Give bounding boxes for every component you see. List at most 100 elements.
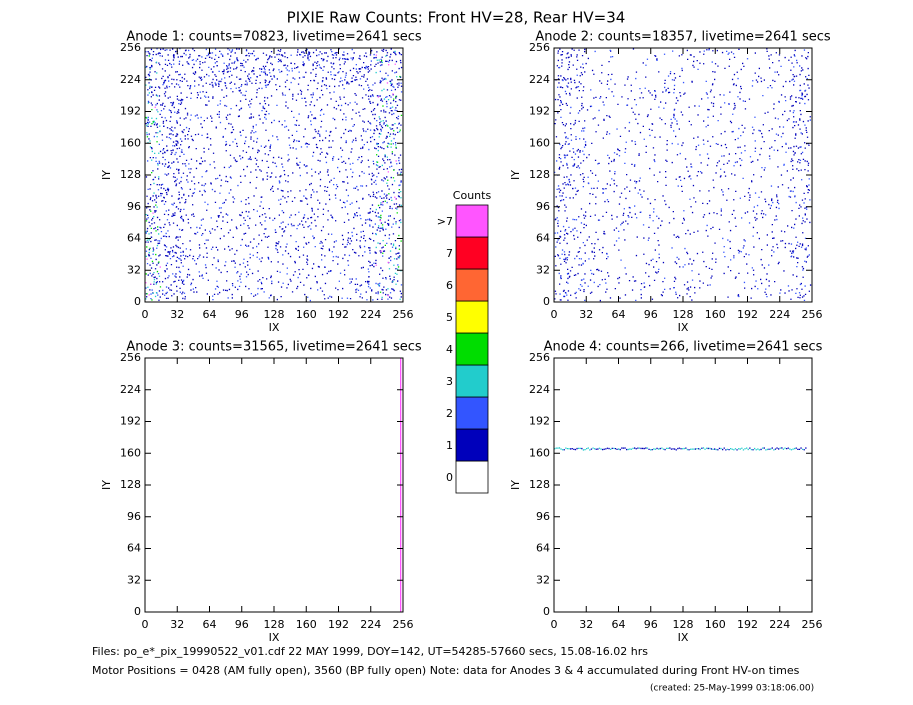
colorbar-swatch xyxy=(455,396,489,430)
plot-frame xyxy=(553,357,813,613)
pixel-texture xyxy=(145,55,403,301)
pixel-texture xyxy=(145,50,402,300)
x-tick-label: 224 xyxy=(769,308,790,321)
x-tick-label: 128 xyxy=(673,618,694,631)
y-tick-label: 32 xyxy=(127,263,141,276)
plot-frame xyxy=(144,357,404,613)
colorbar-label: 3 xyxy=(446,375,453,388)
x-tick-label: 64 xyxy=(203,618,217,631)
y-tick-label: 160 xyxy=(120,446,141,459)
x-tick-label: 64 xyxy=(203,308,217,321)
plot-frame xyxy=(553,47,813,303)
colorbar-label: 6 xyxy=(446,279,453,292)
colorbar-label: 1 xyxy=(446,439,453,452)
y-tick-label: 192 xyxy=(529,415,550,428)
colorbar-swatch xyxy=(455,204,489,238)
pixel-texture xyxy=(145,48,403,302)
x-axis-label: IX xyxy=(678,631,689,644)
y-tick-label: 160 xyxy=(120,136,141,149)
y-axis-label: IY xyxy=(100,480,113,490)
pixel-texture xyxy=(563,447,807,451)
y-tick-label: 224 xyxy=(529,383,550,396)
colorbar-swatch xyxy=(455,236,489,270)
y-tick-label: 192 xyxy=(120,105,141,118)
x-tick-label: 160 xyxy=(296,308,317,321)
plot-frame xyxy=(144,47,404,303)
y-tick-label: 224 xyxy=(529,73,550,86)
y-tick-label: 160 xyxy=(529,446,550,459)
x-tick-label: 128 xyxy=(264,308,285,321)
y-tick-label: 32 xyxy=(536,263,550,276)
x-axis-label: IX xyxy=(269,631,280,644)
y-tick-label: 32 xyxy=(127,573,141,586)
x-tick-label: 256 xyxy=(802,618,823,631)
x-tick-label: 192 xyxy=(328,308,349,321)
x-axis-label: IX xyxy=(678,321,689,334)
y-tick-label: 32 xyxy=(536,573,550,586)
colorbar-label: 7 xyxy=(446,247,453,260)
x-tick-label: 64 xyxy=(612,308,626,321)
colorbar-swatch xyxy=(455,300,489,334)
y-tick-label: 160 xyxy=(529,136,550,149)
x-tick-label: 0 xyxy=(551,618,558,631)
panel-title: Anode 1: counts=70823, livetime=2641 sec… xyxy=(126,30,422,45)
y-tick-label: 192 xyxy=(120,415,141,428)
y-tick-label: 96 xyxy=(127,510,141,523)
y-axis-label: IY xyxy=(100,170,113,180)
x-tick-label: 32 xyxy=(579,308,593,321)
y-tick-label: 96 xyxy=(536,510,550,523)
x-tick-label: 192 xyxy=(328,618,349,631)
x-tick-label: 224 xyxy=(360,308,381,321)
x-tick-label: 224 xyxy=(360,618,381,631)
x-tick-label: 192 xyxy=(737,308,758,321)
colorbar-swatch xyxy=(455,428,489,462)
y-tick-label: 64 xyxy=(127,542,141,555)
colorbar-title: Counts xyxy=(453,189,492,202)
y-tick-label: 256 xyxy=(529,351,550,364)
x-tick-label: 64 xyxy=(612,618,626,631)
colorbar-label: 5 xyxy=(446,311,453,324)
x-tick-label: 128 xyxy=(673,308,694,321)
pixel-texture xyxy=(554,48,812,302)
note: (created: 25-May-1999 03:18:06.00) xyxy=(650,684,814,694)
y-tick-label: 96 xyxy=(536,200,550,213)
x-tick-label: 0 xyxy=(142,308,149,321)
colorbar-label: >7 xyxy=(437,215,453,228)
x-tick-label: 256 xyxy=(802,308,823,321)
y-axis-label: IY xyxy=(509,170,522,180)
colorbar-label: 2 xyxy=(446,407,453,420)
x-tick-label: 96 xyxy=(235,618,249,631)
colorbar-label: 0 xyxy=(446,471,453,484)
y-tick-label: 96 xyxy=(127,200,141,213)
y-tick-label: 128 xyxy=(120,478,141,491)
y-tick-label: 0 xyxy=(543,605,550,618)
x-tick-label: 96 xyxy=(235,308,249,321)
x-tick-label: 0 xyxy=(551,308,558,321)
x-tick-label: 96 xyxy=(644,308,658,321)
x-tick-label: 96 xyxy=(644,618,658,631)
x-axis-label: IX xyxy=(269,321,280,334)
colorbar-swatch xyxy=(455,268,489,302)
x-tick-label: 256 xyxy=(393,618,414,631)
y-tick-label: 0 xyxy=(543,295,550,308)
y-tick-label: 0 xyxy=(134,605,141,618)
panel-title: Anode 3: counts=31565, livetime=2641 sec… xyxy=(126,340,422,355)
y-tick-label: 64 xyxy=(536,542,550,555)
y-tick-label: 256 xyxy=(120,351,141,364)
y-axis-label: IY xyxy=(509,480,522,490)
x-tick-label: 160 xyxy=(296,618,317,631)
figure-title: PIXIE Raw Counts: Front HV=28, Rear HV=3… xyxy=(287,9,626,27)
pixel-texture xyxy=(554,49,811,302)
x-tick-label: 160 xyxy=(705,618,726,631)
y-tick-label: 256 xyxy=(529,41,550,54)
y-tick-label: 64 xyxy=(536,232,550,245)
x-tick-label: 32 xyxy=(170,308,184,321)
y-tick-label: 192 xyxy=(529,105,550,118)
colorbar-label: 4 xyxy=(446,343,453,356)
colorbar-swatch xyxy=(455,364,489,398)
x-tick-label: 32 xyxy=(170,618,184,631)
y-tick-label: 224 xyxy=(120,383,141,396)
x-tick-label: 192 xyxy=(737,618,758,631)
note: Motor Positions = 0428 (AM fully open), … xyxy=(92,664,800,677)
